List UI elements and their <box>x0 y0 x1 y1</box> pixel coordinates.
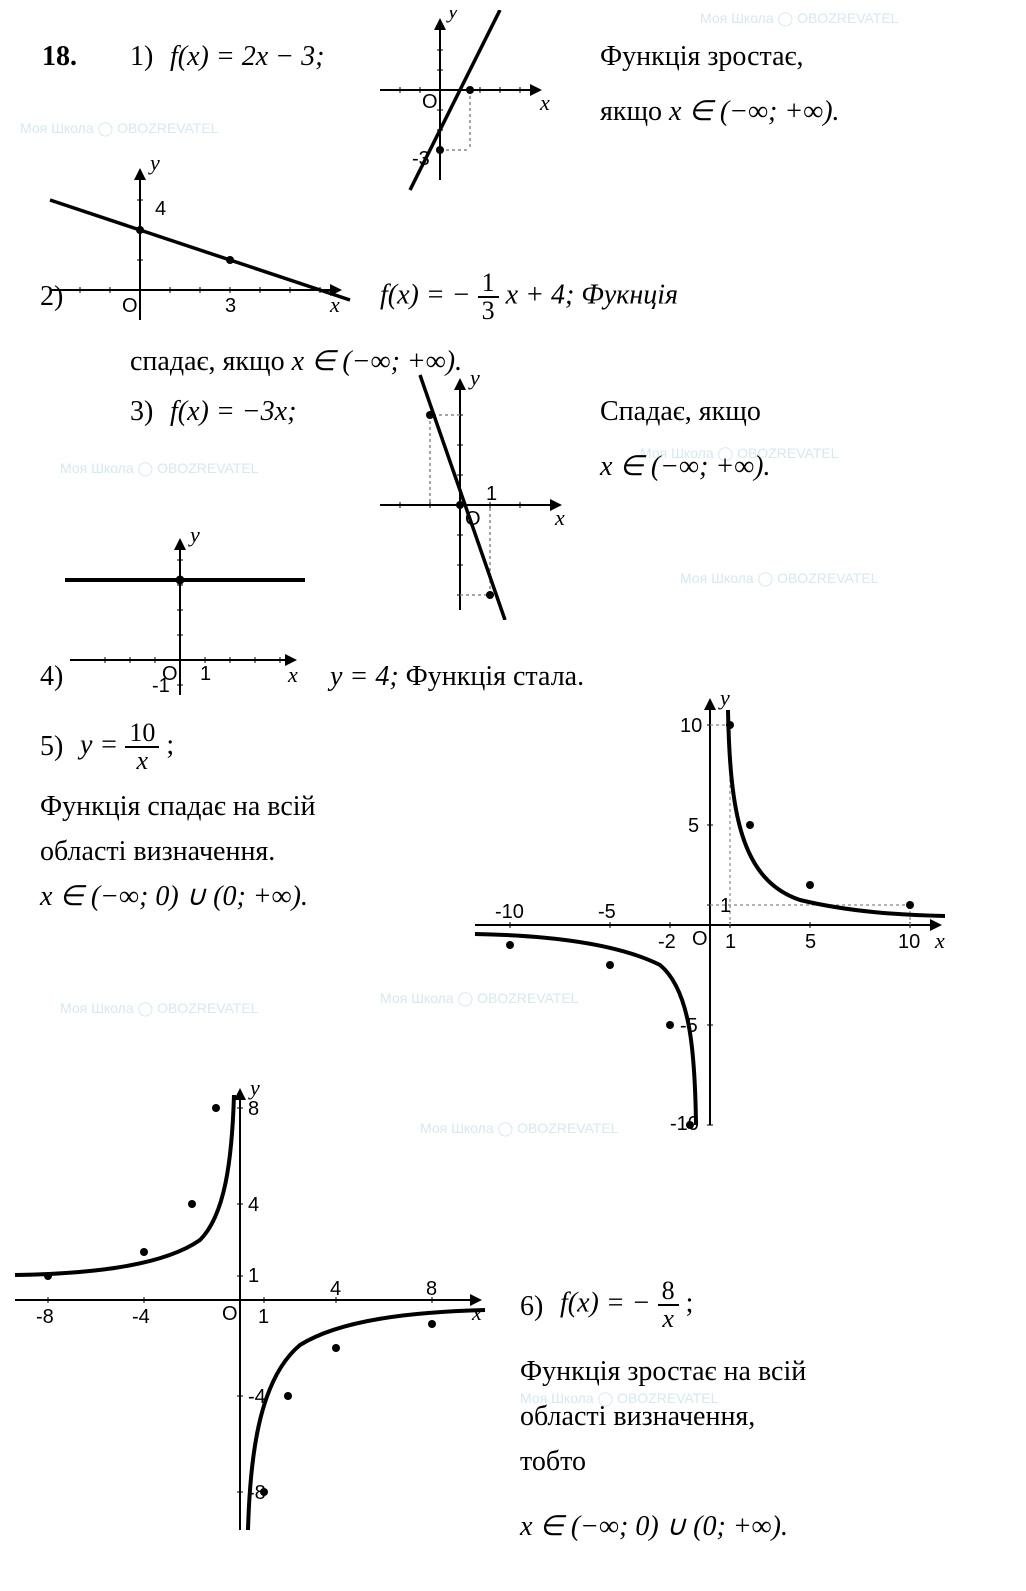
watermark: Моя Школа ◯ OBOZREVATEL <box>60 1000 258 1017</box>
watermark: Моя Школа ◯ OBOZREVATEL <box>700 10 898 27</box>
chart-1: y x O -3 <box>370 10 560 200</box>
svg-text:O: O <box>422 91 438 113</box>
svg-text:4: 4 <box>330 1278 341 1300</box>
svg-text:5: 5 <box>688 815 699 837</box>
svg-text:-5: -5 <box>598 901 616 923</box>
item5-desc1: Функція спадає на всій <box>40 790 316 824</box>
svg-text:-3: -3 <box>412 148 430 170</box>
watermark: Моя Школа ◯ OBOZREVATEL <box>680 570 878 587</box>
item6-desc1: Функція зростає на всій <box>520 1355 806 1389</box>
item3-label: 3) <box>130 395 153 429</box>
item6-desc3: тобто <box>520 1445 586 1479</box>
chart-6: y x O -8 -4 1 4 8 8 4 1 -4 -8 <box>10 1080 490 1540</box>
svg-text:1: 1 <box>486 483 497 505</box>
svg-text:x: x <box>554 505 565 530</box>
item2-formula: f(x) = − 13 x + 4; Фукнція <box>380 270 678 324</box>
svg-text:10: 10 <box>898 931 920 953</box>
svg-text:x: x <box>287 662 298 687</box>
item6-label: 6) <box>520 1290 543 1324</box>
svg-text:1: 1 <box>258 1306 269 1328</box>
svg-text:-10: -10 <box>495 901 524 923</box>
chart-5: y x O -10 -5 -2 1 5 10 -10 -5 1 5 10 <box>470 690 950 1130</box>
item5-label: 5) <box>40 730 63 764</box>
item3-desc2: x ∈ (−∞; +∞). <box>600 450 771 484</box>
item1-label: 1) <box>130 40 153 74</box>
svg-text:-2: -2 <box>658 931 676 953</box>
chart-4: y x O 1 -1 <box>60 530 310 700</box>
svg-text:x: x <box>539 90 550 115</box>
item6-desc2: області визначення, <box>520 1400 755 1434</box>
svg-text:x: x <box>329 292 340 317</box>
exercise-number: 18. <box>42 40 77 74</box>
svg-text:1: 1 <box>720 895 731 917</box>
item2-label: 2) <box>40 280 63 314</box>
item5-desc2: області визначення. <box>40 835 275 869</box>
svg-text:-4: -4 <box>132 1306 150 1328</box>
svg-text:8: 8 <box>426 1278 437 1300</box>
item1-desc2: якщо x ∈ (−∞; +∞). <box>600 95 840 129</box>
svg-text:y: y <box>718 690 730 710</box>
svg-text:y: y <box>446 10 458 23</box>
svg-text:1: 1 <box>200 663 211 685</box>
svg-text:y: y <box>148 160 160 175</box>
svg-text:10: 10 <box>680 715 702 737</box>
svg-text:y: y <box>468 370 480 390</box>
svg-text:-10: -10 <box>670 1113 699 1130</box>
svg-text:1: 1 <box>725 931 736 953</box>
item4-label: 4) <box>40 660 63 694</box>
item4-text: y = 4; Функція стала. <box>330 660 584 694</box>
item1-formula: f(x) = 2x − 3; <box>170 40 324 74</box>
chart-3: y x O 1 <box>370 370 580 620</box>
svg-text:y: y <box>188 530 200 547</box>
svg-text:O: O <box>122 295 138 317</box>
svg-text:4: 4 <box>248 1194 259 1216</box>
svg-text:-8: -8 <box>248 1482 266 1504</box>
svg-text:5: 5 <box>805 931 816 953</box>
svg-text:8: 8 <box>248 1098 259 1120</box>
item3-desc1: Спадає, якщо <box>600 395 761 429</box>
svg-text:O: O <box>465 508 481 530</box>
svg-text:-8: -8 <box>36 1306 54 1328</box>
item3-formula: f(x) = −3x; <box>170 395 296 429</box>
svg-text:y: y <box>248 1080 260 1100</box>
svg-text:-4: -4 <box>248 1386 266 1408</box>
svg-text:x: x <box>471 1300 482 1325</box>
svg-text:O: O <box>222 1303 238 1325</box>
watermark: Моя Школа ◯ OBOZREVATEL <box>20 120 218 137</box>
chart-2: y x O 4 3 <box>40 160 360 330</box>
svg-text:-5: -5 <box>680 1015 698 1037</box>
watermark: Моя Школа ◯ OBOZREVATEL <box>60 460 258 477</box>
svg-text:-1: -1 <box>152 675 170 697</box>
svg-text:3: 3 <box>225 295 236 317</box>
svg-text:1: 1 <box>248 1265 259 1287</box>
item6-formula: f(x) = − 8x ; <box>560 1278 693 1332</box>
svg-text:O: O <box>692 928 708 950</box>
svg-text:4: 4 <box>155 198 166 220</box>
item1-desc1: Функція зростає, <box>600 40 804 74</box>
svg-text:x: x <box>934 928 945 953</box>
item6-desc4: x ∈ (−∞; 0) ∪ (0; +∞). <box>520 1510 788 1544</box>
item5-desc3: x ∈ (−∞; 0) ∪ (0; +∞). <box>40 880 308 914</box>
item5-formula: y = 10x ; <box>80 720 174 774</box>
